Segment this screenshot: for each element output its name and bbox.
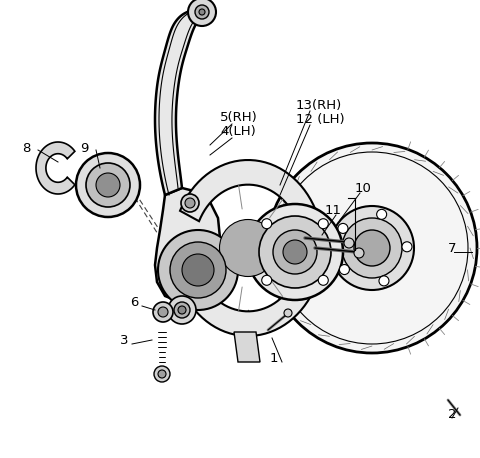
Text: 1: 1 bbox=[270, 351, 278, 365]
Circle shape bbox=[259, 216, 331, 288]
Circle shape bbox=[283, 240, 307, 264]
Circle shape bbox=[158, 307, 168, 317]
Circle shape bbox=[273, 230, 317, 274]
Text: 5(RH): 5(RH) bbox=[220, 111, 258, 125]
Circle shape bbox=[96, 173, 120, 197]
Circle shape bbox=[379, 276, 389, 286]
Circle shape bbox=[185, 198, 195, 208]
Text: 13(RH): 13(RH) bbox=[296, 98, 342, 111]
Text: 4(LH): 4(LH) bbox=[220, 125, 256, 138]
Circle shape bbox=[339, 265, 349, 274]
Circle shape bbox=[181, 194, 199, 212]
Polygon shape bbox=[36, 142, 75, 194]
Text: 12 (LH): 12 (LH) bbox=[296, 113, 345, 125]
Text: 8: 8 bbox=[22, 142, 30, 154]
Circle shape bbox=[158, 230, 238, 310]
Circle shape bbox=[199, 9, 205, 15]
Circle shape bbox=[182, 254, 214, 286]
Circle shape bbox=[219, 219, 276, 277]
Circle shape bbox=[174, 302, 190, 318]
Text: 2: 2 bbox=[448, 409, 456, 421]
Circle shape bbox=[354, 248, 364, 258]
Text: 9: 9 bbox=[80, 142, 88, 154]
Circle shape bbox=[342, 218, 402, 278]
Circle shape bbox=[178, 306, 186, 314]
Circle shape bbox=[168, 296, 196, 324]
Circle shape bbox=[154, 366, 170, 382]
Circle shape bbox=[402, 242, 412, 252]
Text: 10: 10 bbox=[355, 181, 372, 195]
Circle shape bbox=[76, 153, 140, 217]
Circle shape bbox=[354, 230, 390, 266]
Circle shape bbox=[195, 5, 209, 19]
Text: 3: 3 bbox=[120, 333, 129, 347]
Circle shape bbox=[153, 302, 173, 322]
Circle shape bbox=[262, 275, 272, 285]
Circle shape bbox=[284, 309, 292, 317]
Circle shape bbox=[86, 163, 130, 207]
Circle shape bbox=[377, 209, 387, 219]
Circle shape bbox=[318, 219, 328, 229]
Circle shape bbox=[188, 0, 216, 26]
Circle shape bbox=[267, 143, 477, 353]
Polygon shape bbox=[155, 10, 210, 195]
Circle shape bbox=[338, 224, 348, 234]
Circle shape bbox=[318, 275, 328, 285]
Polygon shape bbox=[180, 160, 323, 336]
Circle shape bbox=[247, 204, 343, 300]
Polygon shape bbox=[234, 332, 260, 362]
Text: 6: 6 bbox=[130, 295, 138, 309]
Text: 11: 11 bbox=[325, 203, 342, 217]
Circle shape bbox=[158, 370, 166, 378]
Circle shape bbox=[344, 238, 354, 248]
Circle shape bbox=[170, 242, 226, 298]
Circle shape bbox=[330, 206, 414, 290]
Text: 7: 7 bbox=[448, 241, 456, 255]
Polygon shape bbox=[155, 188, 220, 302]
Circle shape bbox=[262, 219, 272, 229]
